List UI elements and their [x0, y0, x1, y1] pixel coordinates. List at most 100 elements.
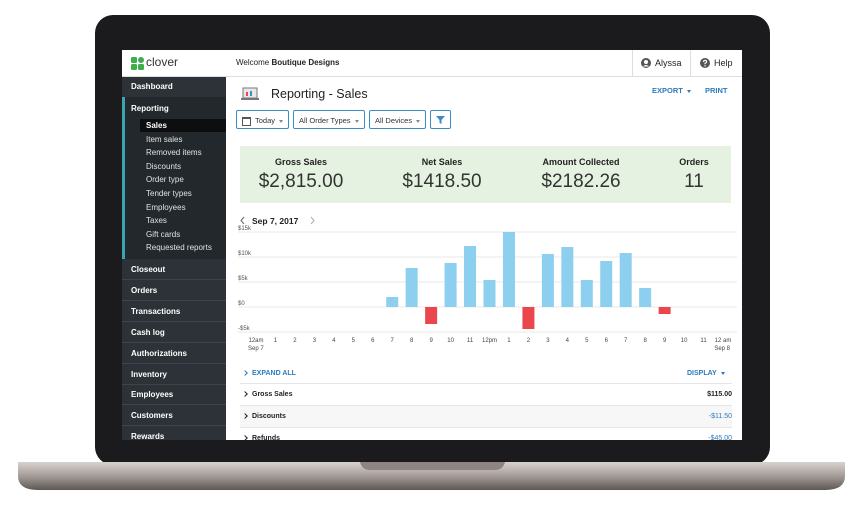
row-value: $115.00 — [707, 391, 732, 398]
nav-sub-item[interactable]: Order type — [146, 175, 184, 185]
row-label: Gross Sales — [242, 391, 292, 398]
nav-sub-item[interactable]: Gift cards — [146, 229, 181, 239]
bar — [600, 261, 613, 307]
nav-item[interactable]: Dashboard — [122, 77, 226, 98]
report-icon — [241, 87, 259, 100]
date-label: Sep 7, 2017 — [252, 216, 299, 226]
summary-label: Orders — [679, 157, 709, 167]
store-name: Boutique Designs — [271, 58, 340, 67]
table-row[interactable]: Discounts -$11.50 — [240, 405, 732, 428]
row-value: -$45.00 — [708, 435, 732, 440]
prev-arrow[interactable] — [240, 216, 245, 225]
print-button[interactable]: PRINT — [705, 86, 728, 95]
bar — [522, 307, 535, 329]
x-tick-label: 11 — [700, 338, 707, 344]
nav-item[interactable]: Employees — [122, 384, 226, 406]
x-tick-label: 8 — [643, 338, 647, 344]
filter-icon-button[interactable] — [430, 110, 451, 129]
x-tick-label: 7 — [624, 338, 628, 344]
summary-value: $2,815.00 — [258, 171, 344, 192]
y-tick-label: $10k — [238, 251, 252, 257]
nav-sub-item[interactable]: Discounts — [146, 161, 182, 171]
nav-item[interactable]: Transactions — [122, 301, 226, 322]
bar — [405, 268, 418, 307]
nav-sub-item[interactable]: Sales — [146, 121, 167, 130]
display-menu[interactable]: DISPLAY — [687, 370, 725, 377]
filter-label: Today — [255, 116, 276, 125]
user-menu[interactable]: Alyssa — [632, 50, 691, 76]
laptop-base — [18, 462, 845, 490]
x-tick-label: 12am — [248, 338, 263, 344]
y-tick-label: $15k — [238, 226, 252, 232]
page-title: Reporting - Sales — [271, 87, 368, 101]
table-row[interactable]: Gross Sales $115.00 — [240, 383, 732, 406]
filter-dropdown[interactable]: Today — [236, 110, 289, 129]
top-bar: clover Welcome Boutique Designs Alyssa H… — [122, 50, 742, 77]
table-row[interactable]: Refunds -$45.00 — [240, 427, 732, 440]
x-tick-label: 5 — [352, 338, 356, 344]
bar — [502, 232, 515, 307]
row-label: Refunds — [242, 435, 280, 440]
summary-value: $1418.50 — [402, 171, 482, 192]
welcome-text: Welcome — [236, 58, 270, 67]
expand-text: EXPAND ALL — [252, 370, 296, 377]
nav-sub-item[interactable]: Item sales — [146, 134, 183, 144]
nav-label: Dashboard — [131, 82, 173, 91]
x-tick-label: 1 — [274, 338, 278, 344]
expand-all[interactable]: EXPAND ALL — [242, 370, 296, 377]
sidebar: Dashboard Reporting Sales Item sales Removed… — [122, 77, 226, 440]
nav-section: Reporting Sales Item sales Removed items Dis… — [122, 97, 226, 259]
user-name: Alyssa — [655, 58, 682, 68]
row-label: Discounts — [242, 413, 286, 420]
user-icon — [641, 58, 651, 68]
help-text: Help — [714, 58, 733, 68]
nav-label: Cash log — [131, 327, 165, 337]
nav-sub-item[interactable]: Requested reports — [146, 243, 212, 253]
next-arrow[interactable] — [310, 216, 315, 225]
y-tick-label: $0 — [238, 301, 245, 307]
bar — [639, 288, 652, 307]
notch — [360, 462, 505, 470]
export-text: EXPORT — [652, 86, 683, 95]
nav-item[interactable]: Closeout — [122, 259, 226, 280]
x-tick-label: 10 — [681, 338, 688, 344]
x-end-date: Sep 8 — [714, 346, 730, 352]
filter-label: All Order Types — [299, 116, 351, 125]
export-button[interactable]: EXPORT — [652, 86, 691, 95]
nav-item[interactable]: Orders — [122, 280, 226, 301]
nav-item[interactable]: Cash log — [122, 322, 226, 343]
nav-label: Orders — [131, 285, 158, 295]
summary-label: Amount Collected — [542, 157, 620, 167]
chevron — [242, 391, 248, 397]
nav-section-title: Reporting — [131, 104, 169, 113]
bar — [561, 247, 574, 307]
nav-sub-item[interactable]: Tender types — [146, 189, 192, 198]
nav-item[interactable]: Inventory — [122, 364, 226, 385]
dropdown-arrow — [279, 119, 284, 123]
filter-dropdown[interactable]: All Order Types — [293, 110, 365, 129]
x-tick-label: 8 — [410, 338, 414, 344]
row-value: -$11.50 — [708, 413, 732, 420]
nav-sub-item[interactable]: Employees — [146, 202, 186, 212]
help-button[interactable]: Help — [690, 50, 742, 76]
nav-sub-item[interactable]: Removed items — [146, 148, 202, 158]
y-tick-label: -$5k — [238, 326, 251, 332]
nav-item[interactable]: Customers — [122, 405, 226, 427]
x-tick-label: 7 — [391, 338, 395, 344]
chevron — [242, 435, 248, 440]
help-icon — [700, 58, 710, 68]
chevron — [242, 370, 248, 376]
welcome: Welcome Boutique Designs — [236, 58, 339, 67]
nav-sub-item[interactable]: Taxes — [146, 216, 167, 226]
nav-item[interactable]: Authorizations — [122, 343, 226, 364]
x-tick-label: 3 — [546, 338, 550, 344]
bar — [658, 307, 671, 314]
bar — [580, 280, 593, 307]
y-tick-label: $5k — [238, 276, 249, 282]
nav-label: Employees — [131, 390, 174, 400]
nav-item[interactable]: Rewards — [122, 426, 226, 440]
x-tick-label: 12pm — [482, 338, 497, 344]
summary-label: Net Sales — [421, 157, 463, 167]
filter-dropdown[interactable]: All Devices — [369, 110, 426, 129]
